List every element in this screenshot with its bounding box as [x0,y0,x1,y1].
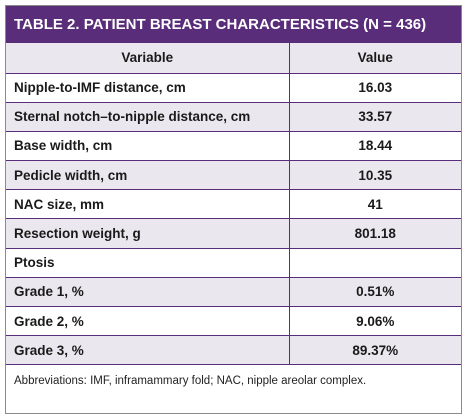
row-value [289,248,461,278]
table-row: Nipple-to-IMF distance, cm 16.03 [6,73,461,103]
column-header-variable: Variable [6,43,290,74]
table-row: Grade 3, % 89.37% [6,335,461,366]
table-row: Pedicle width, cm 10.35 [6,160,461,191]
row-variable: Ptosis [6,248,290,278]
table-row: NAC size, mm 41 [6,189,461,220]
row-value: 801.18 [289,218,461,249]
characteristics-table: Variable Value Nipple-to-IMF distance, c… [6,43,461,366]
table-row: Base width, cm 18.44 [6,131,461,162]
row-variable: Sternal notch–to-nipple distance, cm [6,102,290,132]
row-variable: NAC size, mm [6,189,290,220]
table-row: Grade 1, % 0.51% [6,277,461,308]
table-row: Sternal notch–to-nipple distance, cm 33.… [6,102,461,132]
row-variable: Pedicle width, cm [6,160,290,191]
row-value: 33.57 [289,102,461,132]
row-variable: Nipple-to-IMF distance, cm [6,73,290,103]
row-value: 18.44 [289,131,461,162]
row-value: 0.51% [289,277,461,308]
row-value: 16.03 [289,73,461,103]
row-variable: Grade 3, % [6,335,290,366]
table-header-row: Variable Value [6,43,461,74]
row-value: 10.35 [289,160,461,191]
row-value: 89.37% [289,335,461,366]
table-row: Ptosis [6,248,461,278]
table-footnote: Abbreviations: IMF, inframammary fold; N… [14,375,367,388]
row-variable: Resection weight, g [6,218,290,249]
row-variable: Grade 1, % [6,277,290,308]
table-title: TABLE 2. PATIENT BREAST CHARACTERISTICS … [6,6,461,43]
row-value: 41 [289,189,461,220]
table-row: Grade 2, % 9.06% [6,306,461,337]
table-card: TABLE 2. PATIENT BREAST CHARACTERISTICS … [5,5,462,414]
row-variable: Grade 2, % [6,306,290,337]
column-header-value: Value [289,43,461,74]
row-variable: Base width, cm [6,131,290,162]
table-row: Resection weight, g 801.18 [6,218,461,249]
row-value: 9.06% [289,306,461,337]
